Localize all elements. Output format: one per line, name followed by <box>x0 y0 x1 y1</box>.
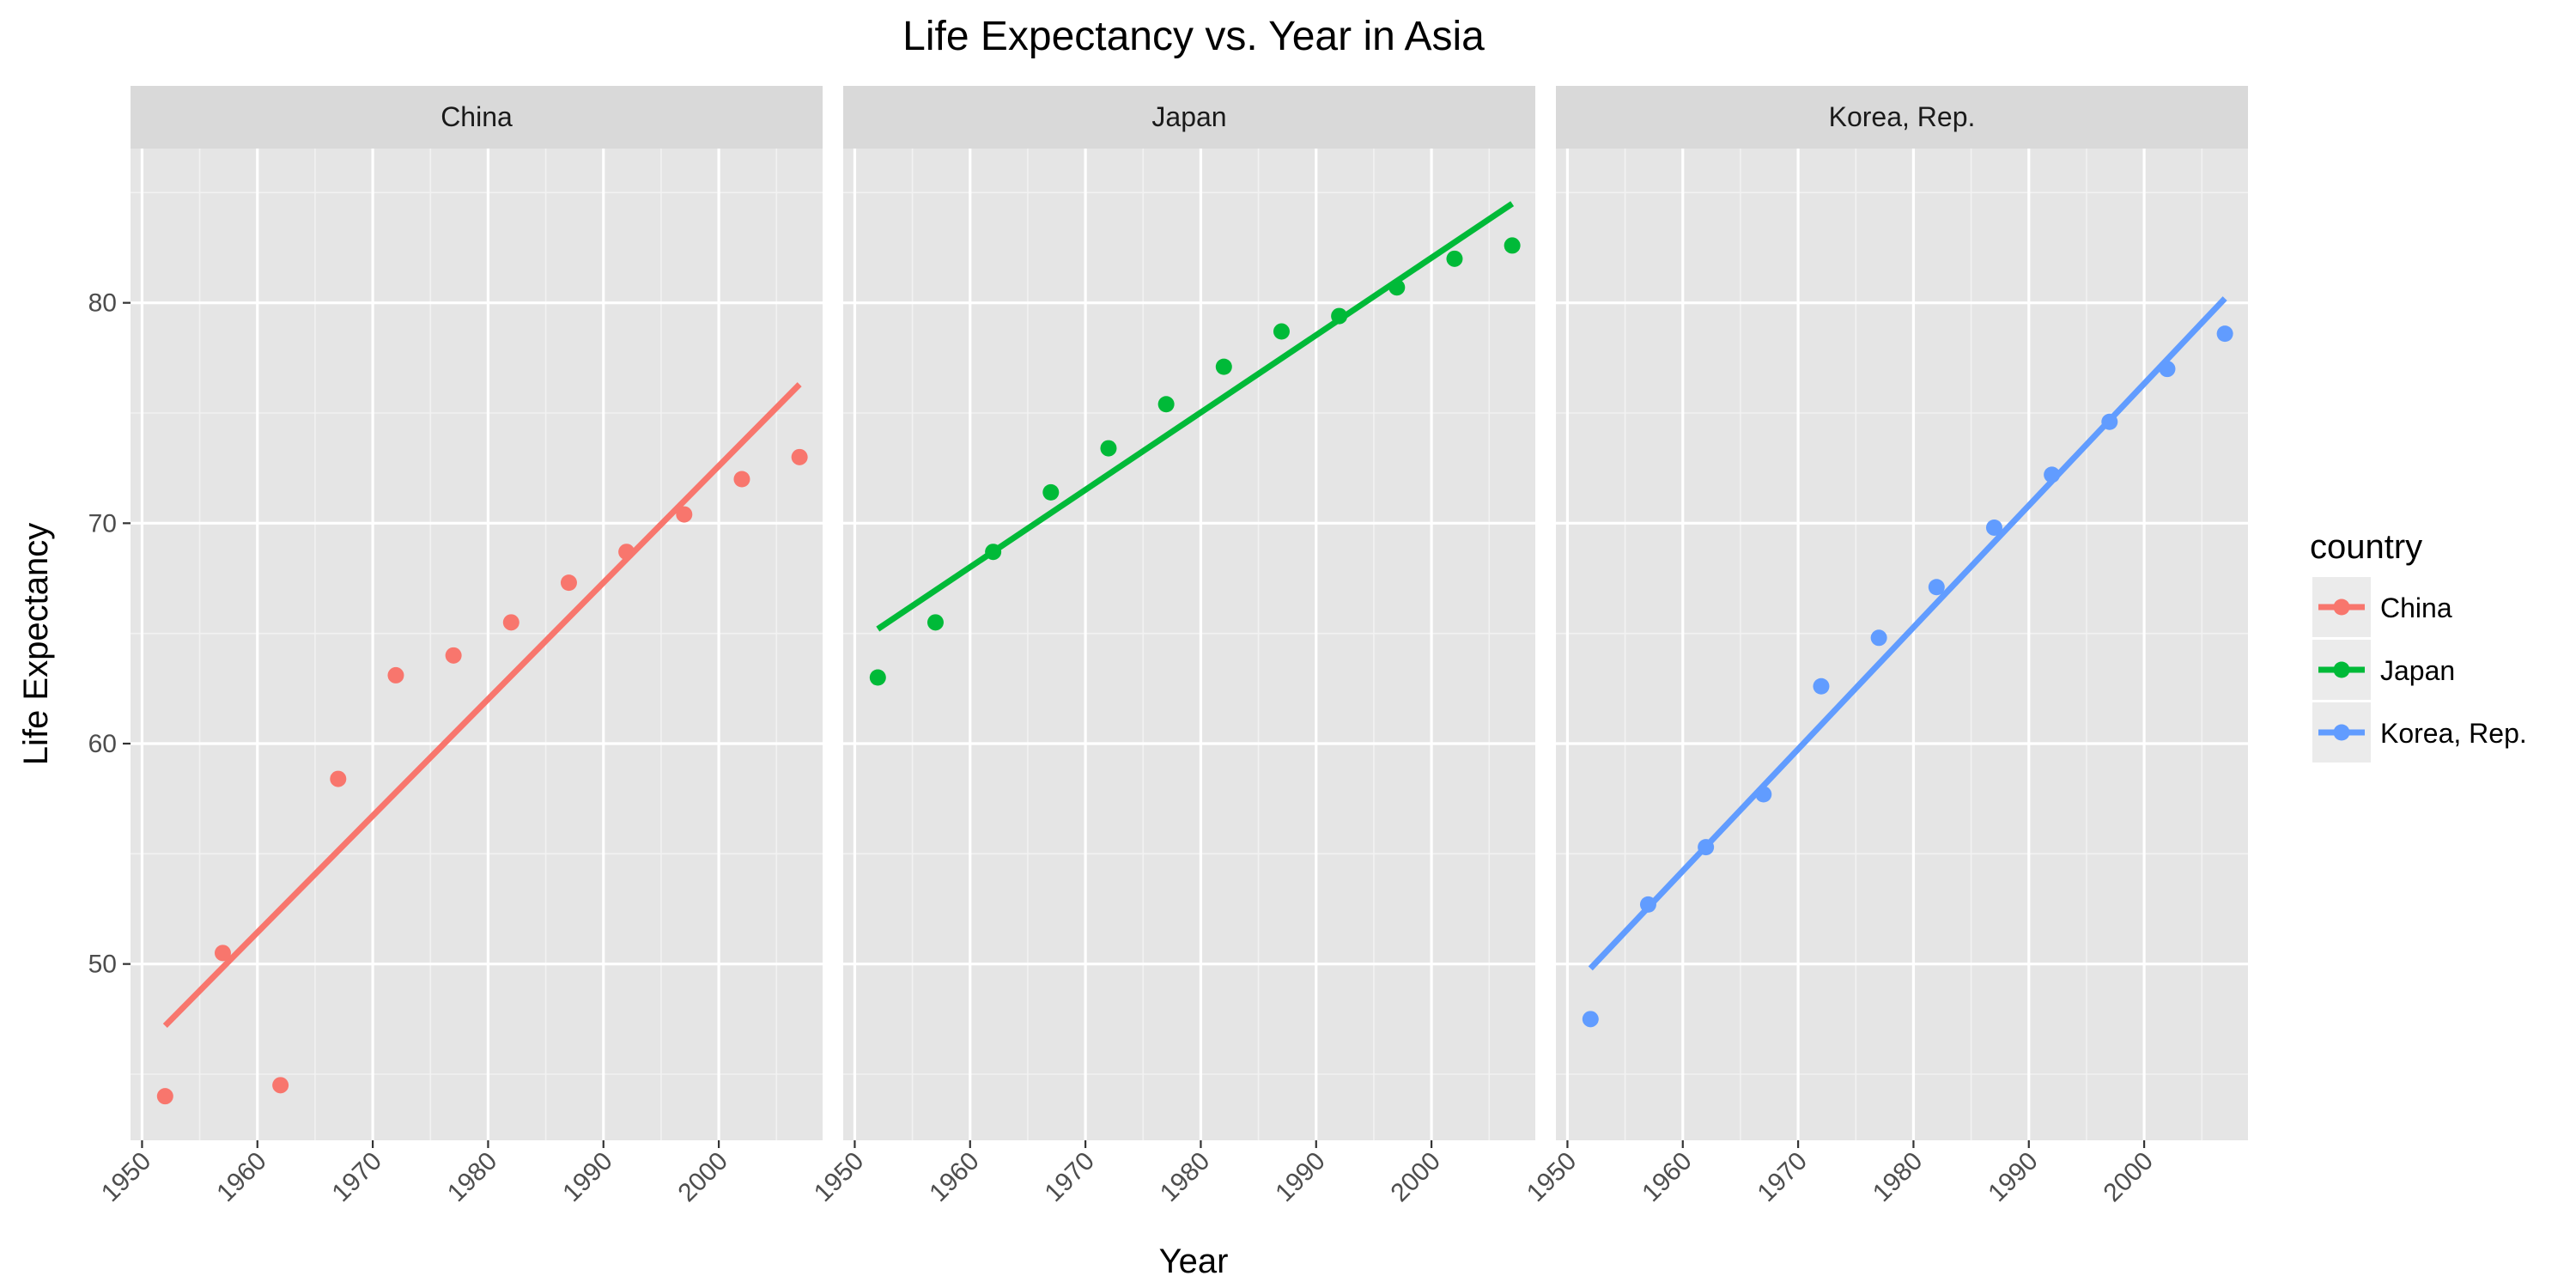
data-point <box>2216 325 2233 343</box>
facet-strip-label: Japan <box>1151 101 1226 132</box>
data-point <box>272 1077 289 1094</box>
data-point <box>214 945 231 962</box>
x-tick-label: 1980 <box>1155 1147 1216 1208</box>
data-point <box>1100 440 1117 457</box>
facet-panels: China 1950 1960 1970 1980 1990 2000 50 60 70 80 Jap… <box>88 86 2248 1207</box>
data-point <box>1582 1011 1599 1028</box>
x-tick-label: 1970 <box>1753 1147 1814 1208</box>
data-point <box>1504 237 1521 254</box>
x-tick-label: 1990 <box>557 1147 618 1208</box>
facet-panel: Japan 1950 1960 1970 1980 1990 2000 <box>809 86 1535 1207</box>
data-point <box>502 614 519 631</box>
panel-background <box>131 149 823 1140</box>
x-tick-label: 2000 <box>1386 1147 1447 1208</box>
data-point <box>791 448 808 465</box>
data-point <box>156 1088 173 1105</box>
trend-line <box>1588 296 2227 971</box>
data-point <box>1446 250 1463 267</box>
data-point <box>1698 839 1715 856</box>
legend-label: China <box>2380 592 2452 623</box>
x-axis-title: Year <box>1159 1242 1229 1280</box>
facet-strip <box>131 86 823 149</box>
facet-strip <box>843 86 1535 149</box>
legend-label: Korea, Rep. <box>2380 718 2527 749</box>
data-point <box>330 770 347 787</box>
legend-title: country <box>2310 528 2422 566</box>
legend-key-point <box>2333 724 2350 741</box>
data-point <box>2159 361 2176 378</box>
x-tick-label: 1960 <box>1637 1147 1698 1208</box>
data-point <box>445 647 462 664</box>
data-point <box>1388 279 1406 296</box>
trend-line <box>162 382 802 1028</box>
facet-strip-label: Korea, Rep. <box>1829 101 1976 132</box>
panel-background <box>1556 149 2248 1140</box>
data-point <box>927 614 944 631</box>
y-tick-label: 50 <box>88 951 117 979</box>
x-tick-label: 1950 <box>809 1147 870 1208</box>
x-tick-label: 1960 <box>211 1147 272 1208</box>
data-point <box>2101 413 2118 430</box>
facet-strip <box>1556 86 2248 149</box>
y-tick-label: 80 <box>88 289 117 318</box>
data-point <box>1813 677 1830 695</box>
data-point <box>733 471 750 488</box>
x-tick-label: 1950 <box>96 1147 157 1208</box>
data-point <box>1157 396 1175 413</box>
x-tick-label: 1990 <box>1270 1147 1331 1208</box>
data-point <box>1639 896 1656 913</box>
y-tick-label: 70 <box>88 509 117 538</box>
legend-key-point <box>2333 661 2350 678</box>
x-tick-label: 2000 <box>2099 1147 2160 1208</box>
x-tick-label: 1990 <box>1983 1147 2044 1208</box>
data-point <box>1273 323 1290 340</box>
x-tick-label: 1970 <box>1040 1147 1101 1208</box>
legend-label: Japan <box>2380 655 2455 686</box>
data-point <box>1042 483 1060 501</box>
x-tick-label: 1970 <box>327 1147 388 1208</box>
panel-background <box>843 149 1535 1140</box>
data-point <box>1985 519 2002 536</box>
data-point <box>1928 579 1945 596</box>
y-axis-title: Life Expectancy <box>17 523 55 765</box>
x-tick-label: 1980 <box>1868 1147 1929 1208</box>
data-point <box>387 666 404 683</box>
legend: country China Japan Korea, Rep. <box>2310 528 2527 762</box>
data-point <box>869 669 886 686</box>
facet-panel: China 1950 1960 1970 1980 1990 2000 50 60 70 80 <box>88 86 823 1207</box>
trend-line <box>876 201 1515 632</box>
facet-strip-label: China <box>440 101 513 132</box>
x-tick-label: 1980 <box>442 1147 503 1208</box>
x-tick-label: 1950 <box>1522 1147 1583 1208</box>
data-point <box>1215 358 1232 375</box>
facet-panel: Korea, Rep. 1950 1960 1970 1980 1990 2000 <box>1522 86 2248 1207</box>
data-point <box>1870 629 1887 647</box>
legend-key-point <box>2333 598 2350 616</box>
data-point <box>985 544 1002 561</box>
data-point <box>618 544 635 561</box>
data-point <box>1755 786 1772 803</box>
data-point <box>2044 466 2061 483</box>
chart-title: Life Expectancy vs. Year in Asia <box>902 14 1485 59</box>
data-point <box>676 506 693 523</box>
x-tick-label: 1960 <box>924 1147 985 1208</box>
data-point <box>560 574 577 592</box>
x-tick-label: 2000 <box>673 1147 734 1208</box>
data-point <box>1331 307 1348 325</box>
y-tick-label: 60 <box>88 730 117 758</box>
